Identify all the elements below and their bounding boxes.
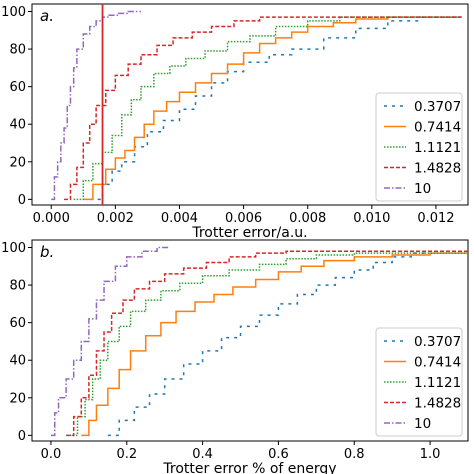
y-tick-label: 80 bbox=[9, 43, 26, 58]
x-tick-label: 0.0 bbox=[41, 447, 62, 462]
x-tick-label: 0.000 bbox=[33, 211, 70, 226]
series-line-10 bbox=[51, 10, 141, 201]
legend-label: 0.7414 bbox=[414, 355, 461, 371]
legend: 0.3707 0.7414 1.1121 1.4828 10 bbox=[375, 327, 463, 437]
y-tick-label: 100 bbox=[1, 5, 26, 20]
y-tick-label: 20 bbox=[9, 155, 26, 170]
legend-label: 0.3707 bbox=[414, 334, 461, 350]
legend-label: 1.4828 bbox=[414, 161, 461, 177]
panel-b: 0 20 40 60 80 100 0.0 0.2 0.4 0.6 0.8 1.0 Trotter er… bbox=[1, 239, 469, 474]
x-axis-label: Trotter error % of energy bbox=[162, 461, 336, 474]
plot-area bbox=[50, 246, 468, 437]
legend-label: 1.1121 bbox=[414, 140, 461, 156]
y-tick-label: 80 bbox=[9, 279, 26, 294]
y-tick-label: 40 bbox=[9, 354, 26, 369]
series-line-1.1121 bbox=[69, 252, 468, 437]
panel-label: a. bbox=[40, 7, 54, 25]
x-tick-label: 0.004 bbox=[161, 211, 198, 226]
x-tick-label: 0.002 bbox=[97, 211, 134, 226]
y-tick-label: 0 bbox=[18, 429, 26, 444]
x-tick-label: 0.8 bbox=[344, 447, 365, 462]
panel-a: 0 20 40 60 80 100 0.000 0.002 0.004 0.006 0.008 0.0… bbox=[1, 3, 469, 241]
series-line-0.3707 bbox=[107, 252, 431, 437]
y-tick-label: 20 bbox=[9, 391, 26, 406]
series-line-0.7414 bbox=[83, 16, 462, 201]
y-tick-label: 60 bbox=[9, 80, 26, 95]
legend-box bbox=[375, 92, 463, 202]
legend-box bbox=[375, 327, 463, 437]
legend-label: 1.1121 bbox=[414, 375, 461, 391]
plot-frame bbox=[31, 239, 469, 442]
series-line-0.7414 bbox=[81, 252, 468, 437]
legend-label: 0.3707 bbox=[414, 99, 461, 115]
series-line-1.4828 bbox=[66, 250, 468, 437]
legend-label: 0.7414 bbox=[414, 120, 461, 136]
y-tick-label: 60 bbox=[9, 316, 26, 331]
y-tick-label: 40 bbox=[9, 118, 26, 133]
x-tick-label: 0.006 bbox=[225, 211, 262, 226]
y-tick-label: 100 bbox=[1, 241, 26, 256]
panel-label: b. bbox=[40, 243, 54, 261]
legend-label: 10 bbox=[414, 181, 431, 197]
series-line-1.1121 bbox=[73, 16, 462, 201]
plot-frame bbox=[31, 3, 469, 206]
y-tick-label: 0 bbox=[18, 193, 26, 208]
x-tick-label: 0.010 bbox=[353, 211, 390, 226]
x-tick-label: 1.0 bbox=[420, 447, 441, 462]
x-tick-label: 0.6 bbox=[268, 447, 289, 462]
plot-area bbox=[51, 10, 462, 201]
x-tick-label: 0.008 bbox=[289, 211, 326, 226]
x-axis-label: Trotter error/a.u. bbox=[191, 225, 307, 241]
x-tick-label: 0.2 bbox=[116, 447, 137, 462]
series-line-10 bbox=[50, 246, 169, 437]
legend-label: 10 bbox=[414, 416, 431, 432]
legend: 0.3707 0.7414 1.1121 1.4828 10 bbox=[375, 92, 463, 202]
x-tick-label: 0.012 bbox=[417, 211, 454, 226]
legend-label: 1.4828 bbox=[414, 396, 461, 412]
x-tick-label: 0.4 bbox=[192, 447, 213, 462]
series-line-1.4828 bbox=[64, 16, 462, 201]
